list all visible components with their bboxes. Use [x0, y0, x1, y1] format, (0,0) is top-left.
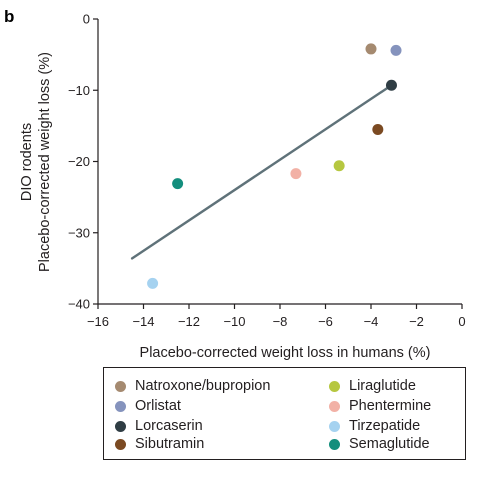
legend-item-liraglutide: Liraglutide [329, 376, 416, 396]
y-tick-label: −40 [68, 297, 90, 312]
x-tick-label: −16 [87, 314, 109, 329]
y-tick-label: −20 [68, 154, 90, 169]
legend-swatch-sibutramin [115, 438, 126, 450]
legend-swatch-lorcaserin [115, 420, 126, 432]
x-tick-label: −10 [223, 314, 245, 329]
legend-item-tirzepatide: Tirzepatide [329, 416, 420, 436]
data-points [147, 43, 402, 289]
legend-label: Sibutramin [135, 436, 205, 452]
legend-label: Natroxone/bupropion [135, 378, 271, 394]
y-tick-label: −10 [68, 83, 90, 98]
x-tick-label: −8 [273, 314, 288, 329]
y-axis-title-line1: DIO rodents [19, 123, 35, 201]
legend-label: Orlistat [135, 398, 181, 414]
point-tirzepatide [147, 277, 159, 289]
legend-label: Semaglutide [349, 436, 430, 452]
y-tick-label: −30 [68, 225, 90, 240]
legend-label: Tirzepatide [349, 418, 421, 434]
legend-item-lorcaserin: Lorcaserin [115, 416, 203, 436]
legend-swatch-semaglutide [329, 438, 340, 450]
legend-swatch-natroxone-bupropion [115, 380, 126, 392]
legend-swatch-phentermine [329, 400, 340, 412]
axes: 0−10−20−30−40−16 −14 −12 −10 −8 −6 −4 −2 0 [68, 12, 466, 330]
point-lorcaserin [385, 79, 397, 91]
legend-label: Lorcaserin [135, 418, 203, 434]
point-phentermine [290, 168, 302, 180]
x-tick-label: −6 [318, 314, 333, 329]
legend-item-sibutramin: Sibutramin [115, 434, 204, 454]
point-sibutramin [372, 123, 384, 135]
point-liraglutide [333, 160, 345, 172]
legend-swatch-orlistat [115, 400, 126, 412]
x-tick-label: −14 [132, 314, 154, 329]
x-tick-label: −2 [409, 314, 424, 329]
legend: Natroxone/bupropion Orlistat Lorcaserin … [103, 367, 466, 460]
legend-swatch-liraglutide [329, 380, 340, 392]
legend-swatch-tirzepatide [329, 420, 340, 432]
legend-item-orlistat: Orlistat [115, 396, 181, 416]
legend-item-phentermine: Phentermine [329, 396, 431, 416]
legend-item-semaglutide: Semaglutide [329, 434, 430, 454]
legend-label: Phentermine [349, 398, 432, 414]
y-tick-label: 0 [83, 12, 90, 27]
panel-label: b [4, 7, 14, 26]
legend-label: Liraglutide [349, 378, 416, 394]
x-axis-title: Placebo-corrected weight loss in humans … [140, 345, 431, 361]
point-natroxone-bupropion [365, 43, 377, 55]
y-axis-title-line2: Placebo-corrected weight loss (%) [37, 52, 53, 272]
trendline-layer [130, 84, 393, 260]
legend-item-natroxone-bupropion: Natroxone/bupropion [115, 376, 270, 396]
point-semaglutide [172, 178, 184, 190]
point-orlistat [390, 44, 402, 56]
x-tick-label: −4 [364, 314, 379, 329]
trendline [130, 84, 393, 260]
x-tick-label: −12 [178, 314, 200, 329]
x-tick-label: 0 [458, 314, 465, 329]
